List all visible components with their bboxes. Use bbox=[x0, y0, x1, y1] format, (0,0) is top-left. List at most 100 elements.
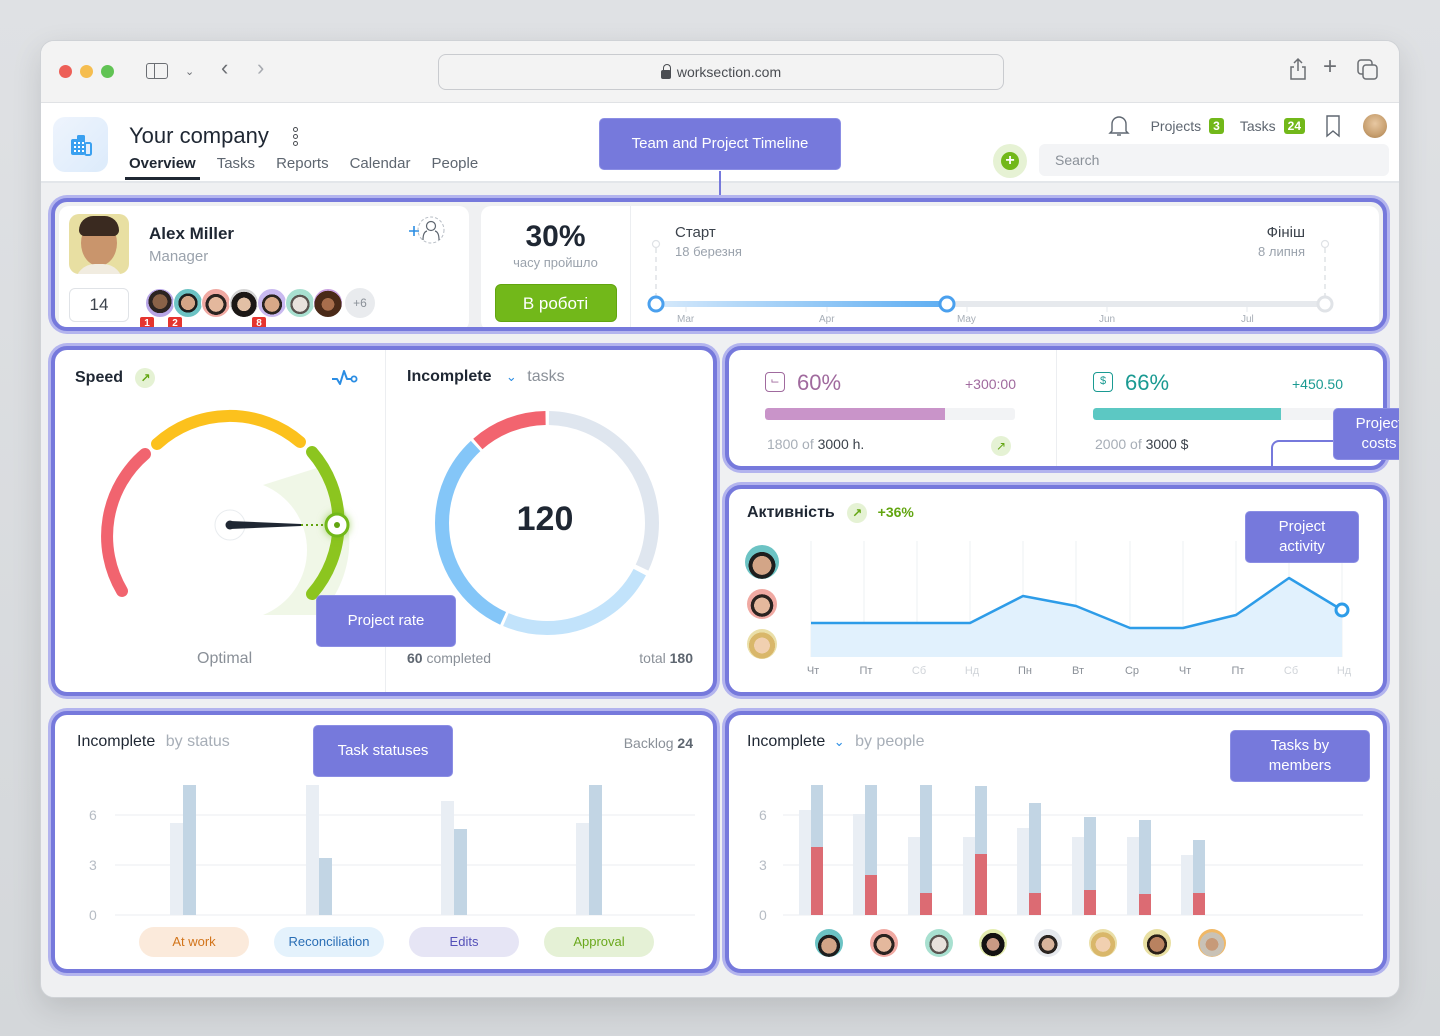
new-tab-button[interactable]: + bbox=[1323, 53, 1338, 80]
timeline-start-title: Старт bbox=[675, 224, 716, 241]
close-window-button[interactable] bbox=[59, 65, 72, 78]
company-logo[interactable] bbox=[53, 117, 108, 172]
team-member-avatar[interactable] bbox=[285, 288, 315, 318]
team-member-avatar[interactable] bbox=[313, 288, 343, 318]
status-chart-title: Incomplete by status bbox=[77, 733, 230, 751]
completed-label: completed bbox=[426, 650, 492, 666]
chevron-down-icon[interactable]: ⌄ bbox=[833, 734, 845, 749]
lock-icon bbox=[660, 63, 671, 79]
tasks-label: Tasks bbox=[1239, 118, 1276, 134]
sidebar-toggle-icon[interactable] bbox=[146, 63, 168, 79]
bookmark-icon[interactable] bbox=[1325, 114, 1341, 138]
timeline-end-date: 8 липня bbox=[1258, 244, 1305, 259]
team-avatar-list: 1 2 8 +6 bbox=[140, 288, 375, 327]
backlog-summary[interactable]: Backlog 24 bbox=[624, 735, 693, 751]
status-pill-at-work[interactable]: At work bbox=[139, 927, 249, 957]
activity-day-label: Вт bbox=[1071, 665, 1084, 677]
tab-overview[interactable]: Overview bbox=[125, 155, 200, 180]
member-avatar[interactable] bbox=[1089, 929, 1117, 957]
chevron-down-icon[interactable]: ⌄ bbox=[505, 369, 517, 384]
tasks-link[interactable]: Tasks 24 bbox=[1240, 118, 1305, 134]
money-total: 3000 $ bbox=[1145, 436, 1189, 452]
team-timeline-card: Alex Miller Manager 14 1 2 8 +6 bbox=[51, 198, 1387, 331]
time-elapsed-block: 30% часу пройшло В роботі bbox=[481, 206, 631, 327]
team-member-avatar[interactable]: 8 bbox=[252, 288, 287, 327]
total-value: 180 bbox=[669, 650, 693, 666]
minimize-window-button[interactable] bbox=[80, 65, 93, 78]
team-member-avatar[interactable] bbox=[201, 288, 231, 318]
backlog-value: 24 bbox=[677, 735, 693, 751]
member-avatar[interactable] bbox=[815, 929, 843, 957]
add-member-icon[interactable] bbox=[407, 216, 447, 246]
tab-calendar[interactable]: Calendar bbox=[349, 155, 411, 172]
activity-member-avatar[interactable] bbox=[745, 545, 779, 579]
share-icon[interactable] bbox=[1289, 57, 1307, 81]
more-members-badge[interactable]: +6 bbox=[345, 288, 375, 318]
activity-member-avatar[interactable] bbox=[747, 629, 777, 659]
activity-day-label: Нд bbox=[964, 665, 980, 677]
project-status-button[interactable]: В роботі bbox=[494, 284, 617, 322]
total-summary: total 180 bbox=[639, 650, 693, 666]
incomplete-count: 120 bbox=[516, 500, 574, 538]
status-pill-reconciliation[interactable]: Reconciliation bbox=[274, 927, 384, 957]
chevron-down-icon[interactable]: ⌄ bbox=[185, 66, 195, 78]
speed-title: Speed ↗ bbox=[75, 368, 156, 388]
time-spent: 1800 of bbox=[767, 436, 814, 452]
add-button[interactable]: + bbox=[993, 144, 1027, 178]
money-percent: 66% bbox=[1125, 370, 1170, 395]
member-avatar[interactable] bbox=[925, 929, 953, 957]
member-avatar[interactable] bbox=[1034, 929, 1062, 957]
user-avatar[interactable] bbox=[1363, 114, 1387, 138]
clock-icon: ⌙ bbox=[765, 372, 785, 392]
timeline-end-title: Фініш bbox=[1266, 224, 1305, 241]
tab-people[interactable]: People bbox=[431, 155, 479, 172]
forward-button[interactable]: › bbox=[257, 55, 265, 80]
manager-avatar[interactable] bbox=[69, 214, 129, 274]
pulse-icon[interactable] bbox=[331, 368, 359, 388]
team-member-avatar[interactable]: 1 bbox=[140, 288, 175, 327]
trend-up-icon: ↗ bbox=[847, 503, 868, 523]
search-input[interactable] bbox=[1039, 144, 1389, 176]
activity-day-label: Нд bbox=[1336, 665, 1352, 677]
time-elapsed-label: часу пройшло bbox=[513, 255, 598, 270]
activity-title-text: Активність bbox=[747, 504, 835, 522]
incomplete-subtitle: tasks bbox=[527, 368, 565, 385]
activity-title: Активність ↗ +36% bbox=[747, 503, 914, 523]
incomplete-tasks-title: Incomplete ⌄ tasks bbox=[407, 368, 565, 386]
member-avatar[interactable] bbox=[870, 929, 898, 957]
back-button[interactable]: ‹ bbox=[221, 55, 229, 80]
projects-link[interactable]: Projects 3 bbox=[1151, 118, 1224, 134]
callout-task-statuses: Task statuses bbox=[313, 725, 453, 777]
people-chart-title: Incomplete ⌄ by people bbox=[747, 733, 924, 751]
trend-up-icon: ↗ bbox=[991, 436, 1011, 456]
bell-icon[interactable] bbox=[1107, 113, 1131, 139]
notification-badge: 8 bbox=[252, 317, 266, 327]
address-bar[interactable]: worksection.com bbox=[438, 54, 1004, 90]
member-count[interactable]: 14 bbox=[69, 288, 129, 322]
status-pill-approval[interactable]: Approval bbox=[544, 927, 654, 957]
activity-day-label: Чт bbox=[1178, 665, 1192, 677]
team-member-avatar[interactable] bbox=[229, 288, 259, 318]
member-avatar[interactable] bbox=[979, 929, 1007, 957]
timeline-month: Apr bbox=[819, 314, 835, 325]
maximize-window-button[interactable] bbox=[101, 65, 114, 78]
tab-tasks[interactable]: Tasks bbox=[216, 155, 256, 172]
building-icon bbox=[70, 134, 92, 156]
member-avatar[interactable] bbox=[1198, 929, 1226, 957]
more-options-icon[interactable] bbox=[293, 127, 298, 146]
team-member-avatar[interactable]: 2 bbox=[168, 288, 203, 327]
url-text: worksection.com bbox=[676, 64, 782, 80]
activity-member-avatar[interactable] bbox=[747, 589, 777, 619]
time-progress-bar bbox=[765, 408, 1015, 420]
activity-day-label: Пн bbox=[1018, 665, 1032, 677]
callout-project-costs: Project costs bbox=[1333, 408, 1399, 460]
money-spent: 2000 of bbox=[1095, 436, 1142, 452]
member-avatar[interactable] bbox=[1143, 929, 1171, 957]
team-panel: Alex Miller Manager 14 1 2 8 +6 bbox=[59, 206, 469, 327]
money-summary: 2000 of 3000 $ bbox=[1095, 436, 1188, 452]
tabs-overview-icon[interactable] bbox=[1357, 59, 1379, 81]
status-pill-edits[interactable]: Edits bbox=[409, 927, 519, 957]
activity-day-label: Сб bbox=[911, 665, 927, 677]
time-delta: +300:00 bbox=[965, 376, 1016, 392]
tab-reports[interactable]: Reports bbox=[276, 155, 329, 172]
